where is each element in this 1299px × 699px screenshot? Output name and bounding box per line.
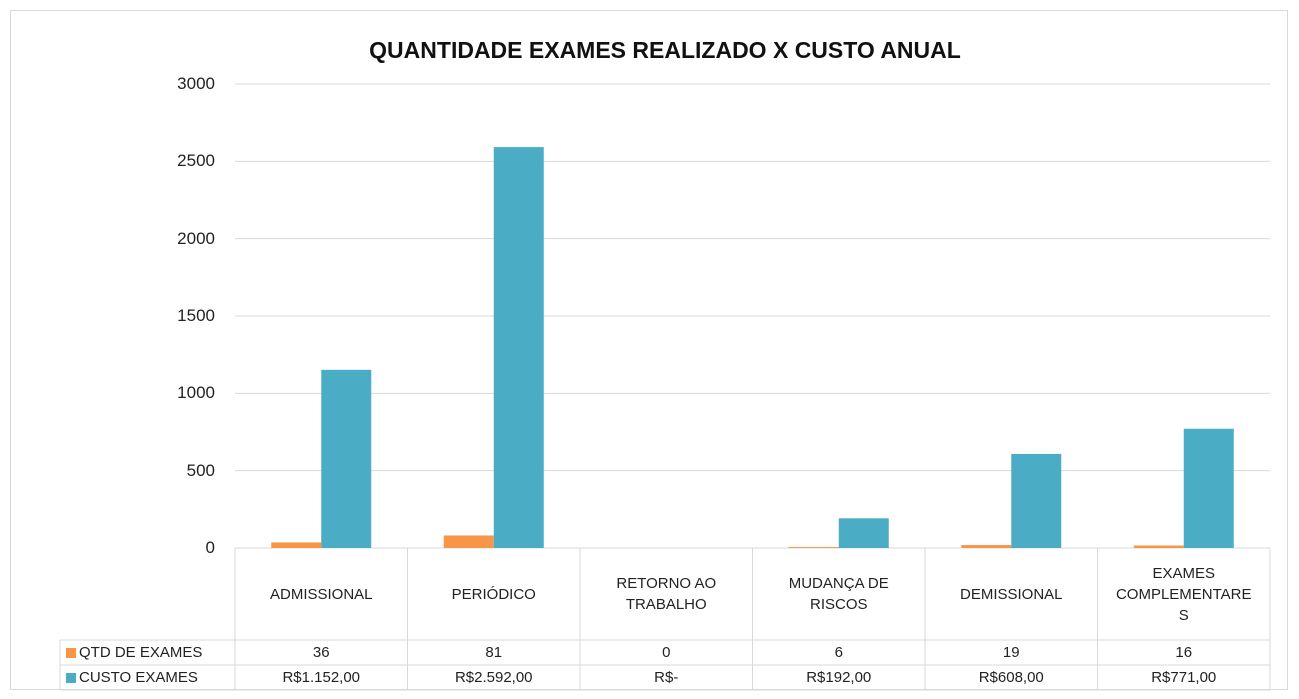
table-cell: R$608,00 bbox=[978, 669, 1044, 686]
legend-entry: CUSTO EXAMES bbox=[60, 665, 235, 690]
x-tick-label: ADMISSIONAL bbox=[269, 585, 373, 603]
table-cell: 36 bbox=[312, 644, 330, 661]
table-cell: R$1.152,00 bbox=[282, 669, 361, 686]
bar bbox=[1183, 428, 1234, 548]
y-tick-label: 2500 bbox=[177, 151, 215, 171]
bar bbox=[1011, 453, 1062, 548]
table-cell: R$192,00 bbox=[806, 669, 872, 686]
table-cell: 6 bbox=[834, 644, 843, 661]
y-tick-label: 500 bbox=[186, 460, 215, 480]
x-tick-label: DEMISSIONAL bbox=[959, 585, 1063, 603]
x-tick-label: EXAMES COMPLEMENTARES bbox=[1115, 564, 1252, 624]
bar bbox=[493, 147, 544, 548]
legend-swatch bbox=[66, 672, 76, 683]
table-cell: R$2.592,00 bbox=[454, 669, 533, 686]
table-cell: 81 bbox=[485, 644, 503, 661]
bar bbox=[271, 542, 322, 548]
legend-swatch bbox=[66, 647, 76, 658]
y-tick-label: 2000 bbox=[177, 228, 215, 248]
x-tick-label: PERIÓDICO bbox=[451, 585, 536, 603]
table-cell: 19 bbox=[1002, 644, 1020, 661]
bar bbox=[1133, 545, 1184, 548]
legend-entry: QTD DE EXAMES bbox=[60, 640, 235, 665]
bar bbox=[321, 369, 372, 548]
bar bbox=[838, 518, 889, 548]
table-cell: 0 bbox=[662, 644, 671, 661]
chart-border bbox=[10, 10, 1288, 690]
y-tick-label: 3000 bbox=[177, 74, 215, 93]
bar bbox=[961, 545, 1012, 548]
y-tick-label: 1500 bbox=[177, 306, 215, 325]
table-cell: R$- bbox=[654, 669, 679, 686]
x-tick-label: RETORNO AO TRABALHO bbox=[616, 575, 717, 613]
legend-label: QTD DE EXAMES bbox=[79, 644, 203, 661]
bar bbox=[788, 547, 839, 548]
x-tick-label: MUDANÇA DE RISCOS bbox=[788, 575, 889, 613]
bar bbox=[443, 535, 494, 548]
table-cell: R$771,00 bbox=[1151, 669, 1217, 686]
legend-label: CUSTO EXAMES bbox=[79, 669, 198, 686]
table-cell: 16 bbox=[1175, 644, 1193, 661]
y-tick-label: 1000 bbox=[177, 383, 215, 403]
y-tick-label: 0 bbox=[205, 538, 215, 557]
chart-title: QUANTIDADE EXAMES REALIZADO X CUSTO ANUA… bbox=[369, 36, 961, 63]
